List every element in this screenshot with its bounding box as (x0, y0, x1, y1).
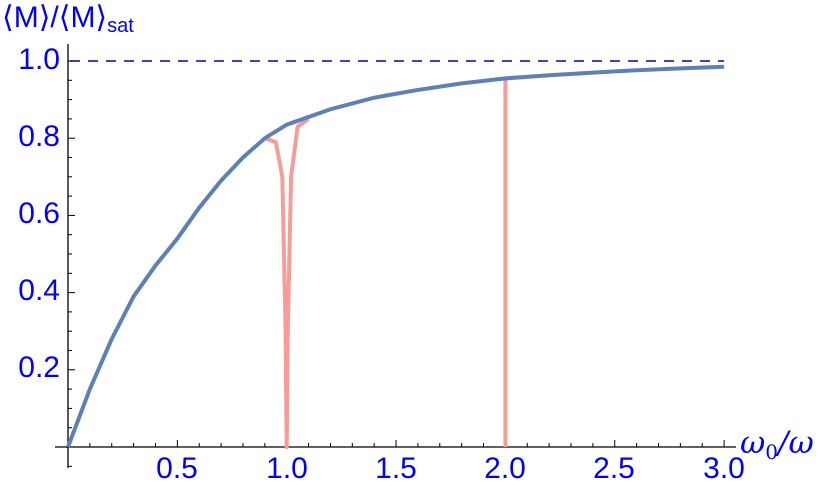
x-axis-label-tail: /ω (778, 425, 814, 461)
magnetization-curve (66, 64, 725, 448)
y-tick-label: 0.2 (18, 351, 60, 384)
y-axis-label: ⟨M⟩/⟨M⟩sat (2, 0, 134, 44)
y-axis-label-sub: sat (107, 15, 134, 37)
y-tick-label: 1.0 (18, 43, 60, 76)
y-axis-label-main: ⟨M⟩/⟨M⟩ (2, 1, 108, 34)
y-tick-label: 0.4 (18, 274, 60, 307)
x-tick-label: 1.0 (266, 452, 308, 485)
x-axis-label: ω0/ω (740, 425, 814, 464)
x-tick-label: 2.0 (484, 452, 526, 485)
x-tick-label: 2.5 (593, 452, 635, 485)
x-tick-label: 0.5 (156, 452, 198, 485)
x-axis-label-sub: 0 (765, 440, 779, 464)
x-tick-label: 1.5 (375, 452, 417, 485)
resonance-dip-1 (264, 117, 310, 449)
y-tick-label: 0.8 (18, 120, 60, 153)
x-axis-label-main: ω (740, 425, 766, 461)
y-tick-label: 0.6 (18, 197, 60, 230)
x-tick-label: 3.0 (703, 452, 745, 485)
